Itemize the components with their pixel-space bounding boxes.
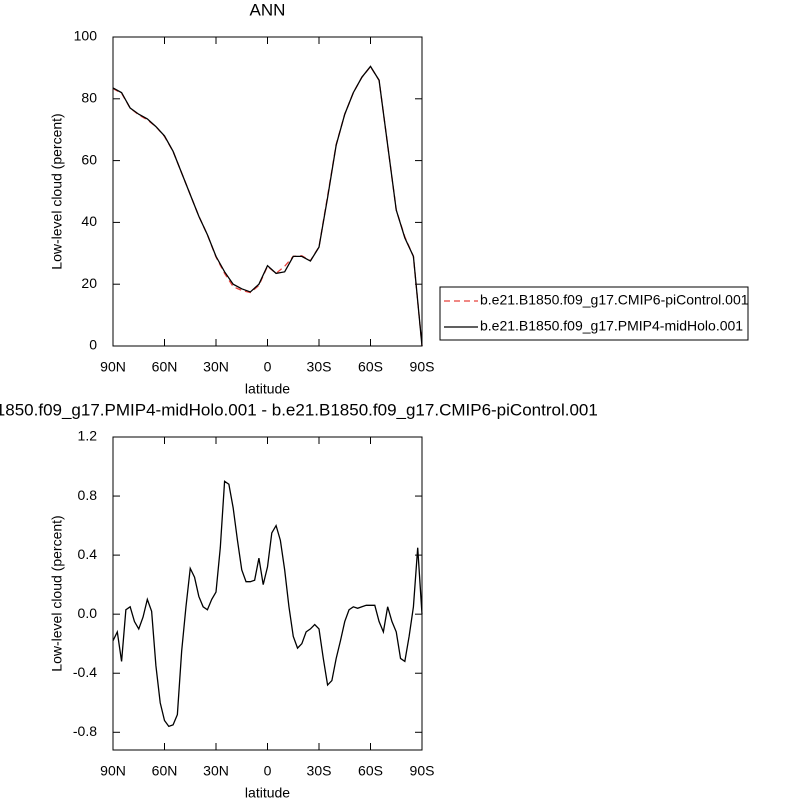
x-tick-label: 90S (410, 763, 435, 779)
y-tick-label: -0.4 (73, 664, 97, 680)
chart-title: ANN (250, 0, 286, 19)
x-tick-label: 60N (152, 359, 178, 375)
plot-frame (112, 36, 423, 347)
x-axis-label: latitude (245, 785, 290, 800)
y-tick-label: 0 (89, 337, 97, 353)
y-tick-label: 40 (81, 213, 97, 229)
y-tick-label: 20 (81, 275, 97, 291)
data-line (112, 65, 423, 347)
y-tick-label: 0.0 (78, 605, 98, 621)
x-tick-label: 30S (307, 359, 332, 375)
chart-title: b.e21.B1850.f09_g17.PMIP4-midHolo.001 - … (0, 400, 598, 419)
plot-frame (112, 436, 423, 751)
legend-box (439, 286, 749, 341)
y-axis-label: Low-level cloud (percent) (49, 515, 65, 671)
x-tick-label: 30S (307, 763, 332, 779)
y-tick-label: 0.4 (78, 546, 98, 562)
y-tick-label: 80 (81, 90, 97, 106)
x-tick-label: 60S (358, 359, 383, 375)
y-tick-label: -0.8 (73, 723, 97, 739)
x-tick-label: 90S (410, 359, 435, 375)
legend-label: b.e21.B1850.f09_g17.PMIP4-midHolo.001 (480, 318, 743, 334)
x-tick-label: 30N (203, 763, 229, 779)
y-tick-label: 60 (81, 151, 97, 167)
x-tick-label: 90N (100, 763, 126, 779)
x-axis-label: latitude (245, 381, 290, 397)
legend-label: b.e21.B1850.f09_g17.CMIP6-piControl.001 (480, 292, 749, 308)
y-axis-label: Low-level cloud (percent) (49, 113, 65, 269)
x-tick-label: 60S (358, 763, 383, 779)
y-tick-label: 1.2 (78, 428, 98, 444)
x-tick-label: 0 (264, 763, 272, 779)
x-tick-label: 90N (100, 359, 126, 375)
x-tick-label: 0 (264, 359, 272, 375)
x-tick-label: 30N (203, 359, 229, 375)
y-tick-label: 100 (74, 28, 98, 44)
y-tick-label: 0.8 (78, 487, 98, 503)
data-line (112, 480, 423, 728)
x-tick-label: 60N (152, 763, 178, 779)
data-line (112, 65, 423, 347)
